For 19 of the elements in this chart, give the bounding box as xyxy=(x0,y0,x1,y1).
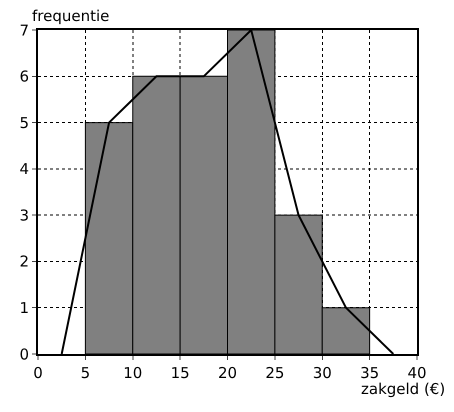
y-tick-label: 1 xyxy=(19,298,29,317)
x-axis-title: zakgeld (€) xyxy=(361,380,446,398)
y-tick-label: 4 xyxy=(19,160,29,178)
x-tick-label: 30 xyxy=(312,364,332,382)
y-tick-label: 6 xyxy=(19,68,29,86)
x-tick-label: 10 xyxy=(123,364,142,382)
x-tick-label: 5 xyxy=(80,364,90,382)
x-tick-label: 25 xyxy=(265,364,284,382)
x-tick-label: 15 xyxy=(170,364,190,382)
y-axis-title: frequentie xyxy=(32,7,110,25)
y-tick-label: 2 xyxy=(19,252,29,271)
y-tick-label: 3 xyxy=(19,206,29,224)
y-tick-label: 7 xyxy=(19,21,29,40)
x-tick-label: 35 xyxy=(360,364,380,382)
y-tick-label: 0 xyxy=(19,345,29,364)
x-tick-label: 40 xyxy=(407,364,427,382)
x-tick-label: 0 xyxy=(33,364,43,382)
x-tick-label: 20 xyxy=(218,364,238,382)
y-tick-label: 5 xyxy=(19,114,29,132)
